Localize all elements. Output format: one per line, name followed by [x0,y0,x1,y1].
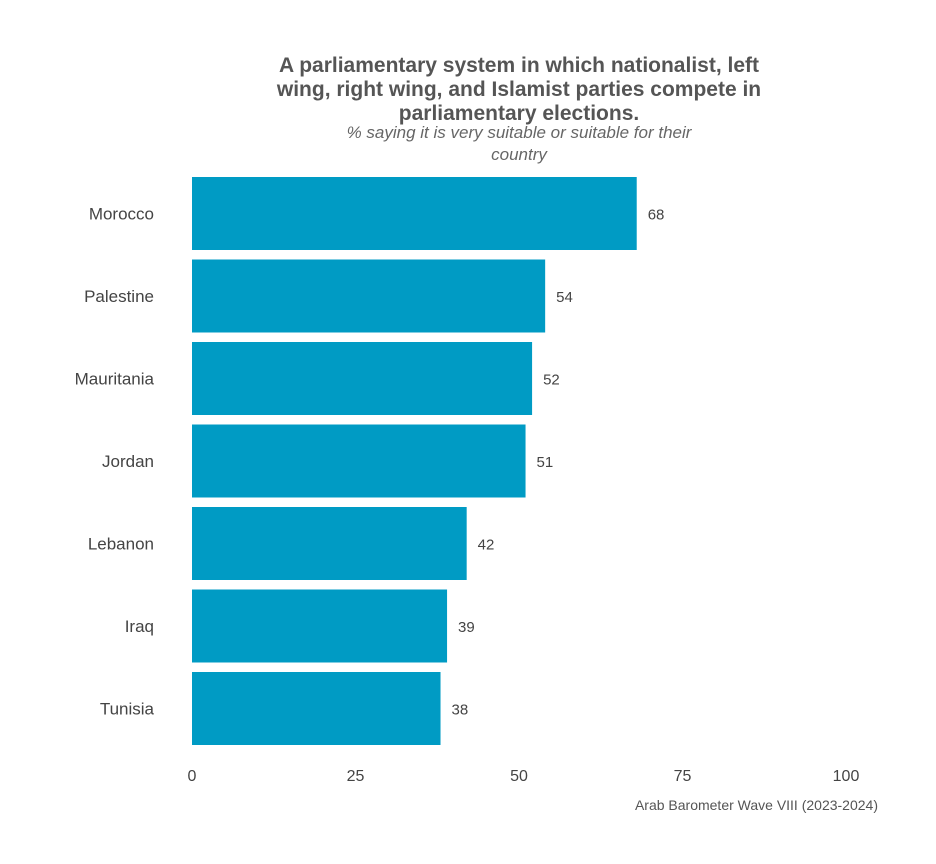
x-tick-label-25: 25 [347,768,365,785]
bar-palestine [192,259,546,333]
chart-title: A parliamentary system in which national… [276,54,761,125]
chart-subtitle-line-2: country [491,145,548,164]
chart-title-line-1: A parliamentary system in which national… [279,54,759,77]
value-label-iraq: 39 [458,619,475,636]
value-labels: 68 54 52 51 42 39 38 [452,207,665,719]
value-label-jordan: 51 [537,454,554,471]
bar-morocco [192,177,637,250]
bar-jordan [192,424,526,498]
chart-subtitle: % saying it is very suitable or suitable… [347,123,693,164]
chart-subtitle-line-1: % saying it is very suitable or suitable… [347,123,693,142]
category-label-palestine: Palestine [84,287,154,306]
bar-tunisia [192,672,441,745]
chart-caption: Arab Barometer Wave VIII (2023-2024) [635,797,878,813]
x-tick-label-0: 0 [188,768,197,785]
chart-title-line-2: wing, right wing, and Islamist parties c… [276,78,761,101]
value-label-mauritania: 52 [543,372,560,389]
value-label-lebanon: 42 [478,537,495,554]
category-label-tunisia: Tunisia [100,700,155,719]
x-tick-label-75: 75 [674,768,692,785]
category-label-iraq: Iraq [125,617,154,636]
category-label-morocco: Morocco [89,205,154,224]
x-tick-label-100: 100 [833,768,860,785]
x-tick-label-50: 50 [510,768,528,785]
bar-lebanon [192,507,467,580]
chart-title-line-3: parliamentary elections. [399,102,639,125]
x-axis-tick-labels: 0 25 50 75 100 [188,768,860,785]
category-label-jordan: Jordan [102,452,154,471]
value-label-morocco: 68 [648,207,665,224]
bar-mauritania [192,342,533,415]
category-labels: Morocco Palestine Mauritania Jordan Lebanon I… [75,205,155,719]
value-label-palestine: 54 [556,289,573,306]
bars-group [192,177,637,745]
value-label-tunisia: 38 [452,702,469,719]
category-label-lebanon: Lebanon [88,535,154,554]
category-label-mauritania: Mauritania [75,370,155,389]
bar-iraq [192,589,448,663]
